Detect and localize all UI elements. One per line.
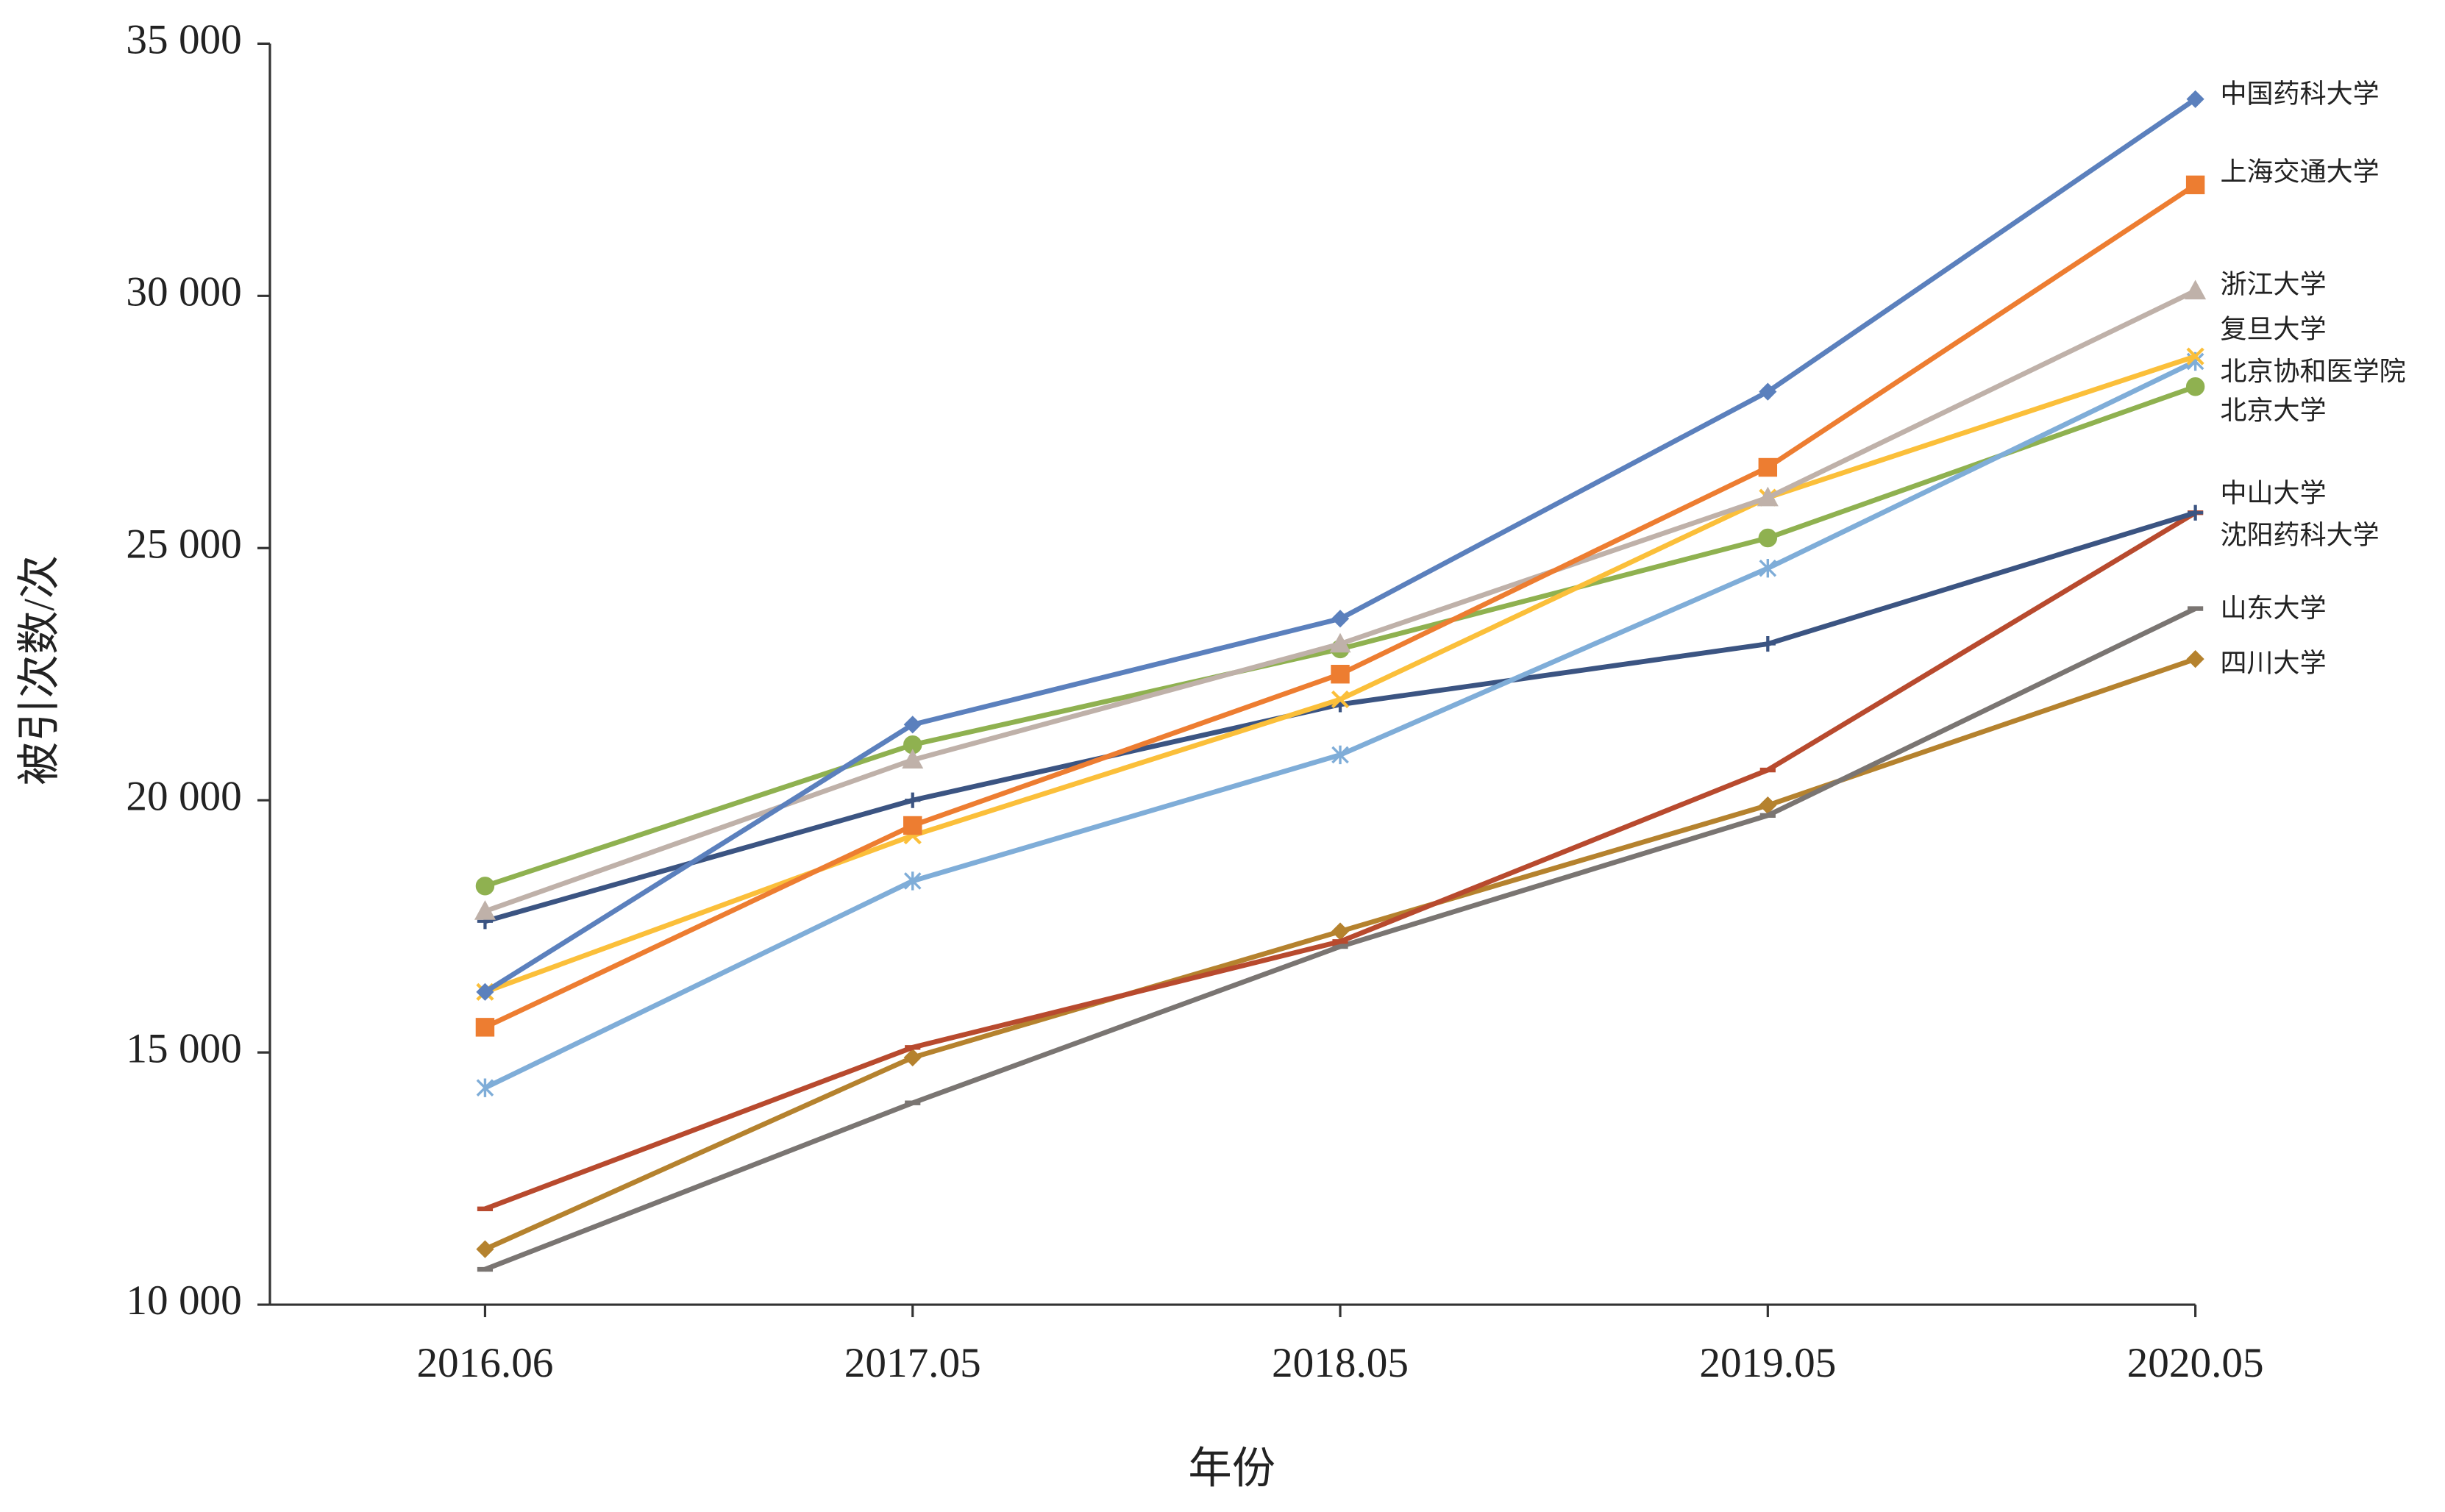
marker <box>475 877 495 896</box>
series: 浙江大学 <box>474 269 2327 920</box>
y-axis-title: 被引次数/次 <box>15 555 63 785</box>
series-line <box>484 288 2197 914</box>
x-tick-label: 2020.05 <box>2127 1340 2264 1386</box>
marker <box>903 1048 922 1067</box>
series-label: 中山大学 <box>2221 478 2327 507</box>
marker <box>1759 558 1777 578</box>
marker <box>903 871 922 891</box>
marker <box>2186 347 2204 365</box>
x-tick-label: 2016.06 <box>416 1340 553 1386</box>
marker <box>475 1018 495 1037</box>
marker <box>1329 632 1351 653</box>
marker <box>1758 528 1778 548</box>
marker <box>1757 486 1779 507</box>
y-tick-label: 30 000 <box>126 268 241 315</box>
marker <box>2185 279 2207 300</box>
series-label: 中国药科大学 <box>2221 79 2380 109</box>
marker <box>476 1078 494 1097</box>
marker <box>1759 382 1777 401</box>
series-label: 复旦大学 <box>2221 315 2327 344</box>
series-line <box>484 510 2196 924</box>
series-line <box>483 182 2197 1030</box>
series-label: 沈阳药科大学 <box>2221 521 2380 550</box>
series-line <box>483 96 2197 994</box>
series-label: 北京协和医学院 <box>2221 357 2406 386</box>
marker <box>1331 690 1350 709</box>
marker <box>903 816 922 835</box>
y-tick-label: 25 000 <box>126 521 241 567</box>
series-label: 山东大学 <box>2221 593 2327 623</box>
marker <box>905 792 921 808</box>
marker <box>1758 457 1778 477</box>
x-axis-title: 年份 <box>1188 1444 1275 1493</box>
series-line <box>483 359 2197 1091</box>
marker <box>1759 635 1776 652</box>
marker <box>2186 650 2204 668</box>
series-label: 上海交通大学 <box>2221 157 2380 187</box>
marker <box>903 716 922 734</box>
marker <box>476 1240 494 1258</box>
series-label: 四川大学 <box>2221 648 2327 677</box>
x-tick-label: 2017.05 <box>844 1340 981 1386</box>
series-label: 北京大学 <box>2221 396 2327 425</box>
marker <box>902 749 924 769</box>
marker <box>474 900 496 920</box>
y-tick-label: 20 000 <box>126 773 241 819</box>
marker <box>476 983 494 1001</box>
marker <box>1331 745 1349 765</box>
marker <box>2185 377 2205 396</box>
marker <box>1331 610 1350 628</box>
marker <box>1331 665 1350 684</box>
series: 四川大学 <box>476 648 2327 1258</box>
marker <box>2188 504 2204 521</box>
series: 中国药科大学 <box>476 79 2380 1001</box>
marker <box>2186 90 2204 108</box>
y-tick-label: 15 000 <box>126 1025 241 1071</box>
series: 北京协和医学院 <box>476 352 2406 1097</box>
x-tick-label: 2018.05 <box>1272 1340 1409 1386</box>
series-label: 浙江大学 <box>2221 269 2327 299</box>
series: 中山大学 <box>477 478 2327 930</box>
x-tick-label: 2019.05 <box>1699 1340 1836 1386</box>
y-tick-label: 35 000 <box>126 16 241 63</box>
series: 沈阳药科大学 <box>477 510 2380 1211</box>
y-tick-label: 10 000 <box>126 1277 241 1324</box>
series: 山东大学 <box>477 593 2327 1272</box>
marker <box>2185 175 2205 195</box>
series: 复旦大学 <box>476 315 2327 1001</box>
series: 上海交通大学 <box>475 157 2380 1037</box>
